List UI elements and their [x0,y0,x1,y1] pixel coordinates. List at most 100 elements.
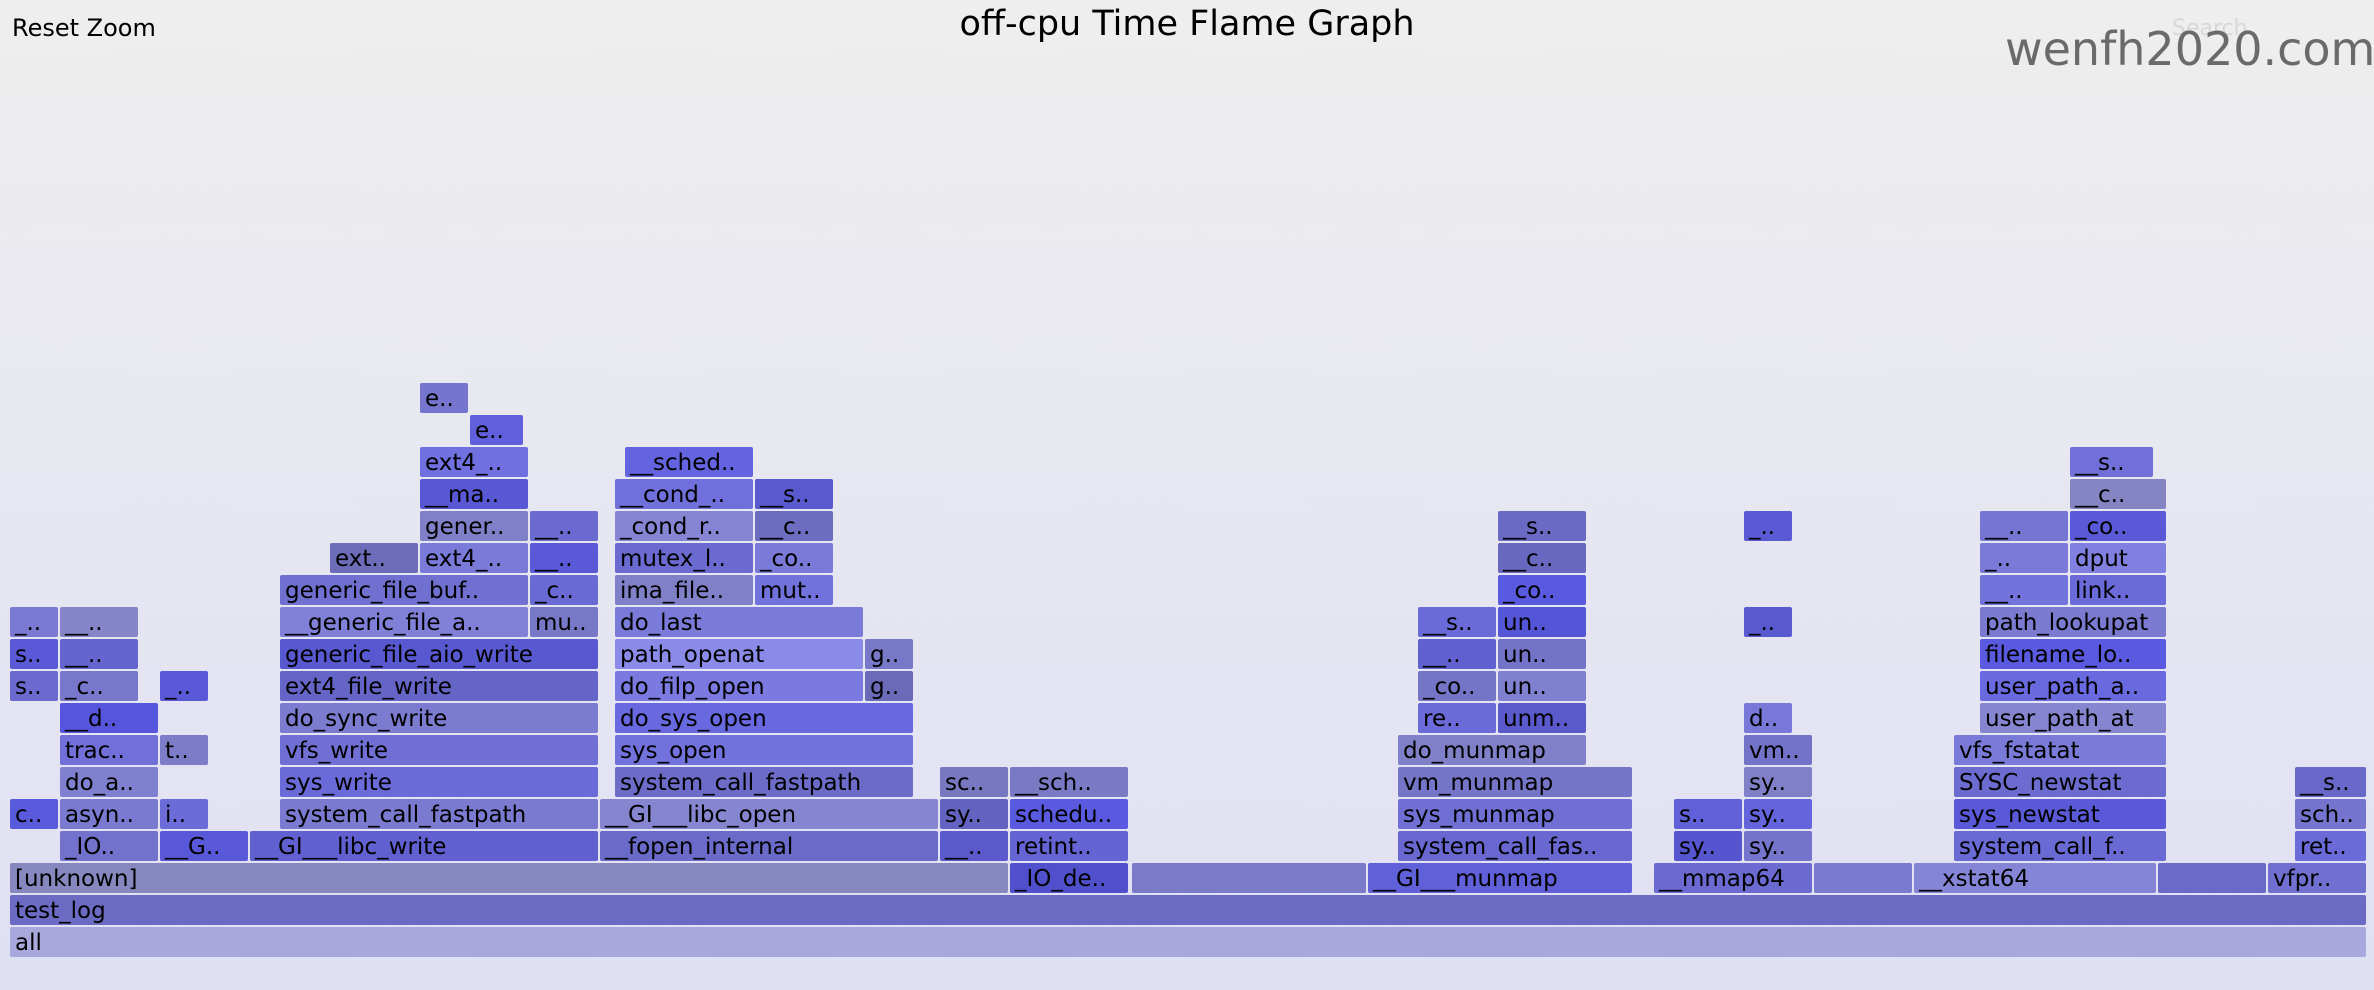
flame-frame[interactable]: do_munmap [1398,735,1586,765]
search-button[interactable]: Search [2172,16,2248,41]
flame-frame[interactable]: un.. [1498,639,1586,669]
flame-frame[interactable]: SYSC_newstat [1954,767,2166,797]
flame-frame[interactable]: __s.. [2295,767,2366,797]
flame-frame[interactable]: vfs_write [280,735,598,765]
flame-frame[interactable]: retint.. [1010,831,1128,861]
flame-frame[interactable]: un.. [1498,607,1586,637]
flame-frame[interactable]: test_log [10,895,2366,925]
flame-frame[interactable]: i.. [160,799,208,829]
flame-frame[interactable]: vfs_fstatat [1954,735,2166,765]
flame-frame[interactable]: __d.. [60,703,158,733]
flame-frame[interactable]: g.. [865,639,913,669]
flame-frame[interactable]: [unknown] [10,863,1008,893]
flame-frame[interactable]: system_call_fastpath [615,767,913,797]
flame-frame[interactable]: __xstat64 [1914,863,2156,893]
flame-frame[interactable]: user_path_a.. [1980,671,2166,701]
flame-frame[interactable]: __.. [1418,639,1496,669]
flame-frame[interactable]: _.. [1744,511,1792,541]
flame-frame[interactable]: __generic_file_a.. [280,607,528,637]
flame-frame[interactable]: vm.. [1744,735,1812,765]
flame-frame[interactable] [2158,863,2266,893]
flame-frame[interactable]: asyn.. [60,799,158,829]
flame-frame[interactable]: sy.. [1744,799,1812,829]
flame-frame[interactable]: _c.. [530,575,598,605]
flame-frame[interactable]: __.. [530,511,598,541]
flame-frame[interactable]: sy.. [1744,831,1812,861]
flame-frame[interactable]: do_sys_open [615,703,913,733]
flame-frame[interactable]: filename_lo.. [1980,639,2166,669]
flame-frame[interactable]: ima_file.. [615,575,753,605]
flame-frame[interactable]: __GI___munmap [1368,863,1632,893]
flame-frame[interactable]: link.. [2070,575,2166,605]
flame-frame[interactable]: system_call_fas.. [1398,831,1632,861]
flame-frame[interactable]: ext4_.. [420,447,528,477]
flame-frame[interactable]: __s.. [1418,607,1496,637]
flame-frame[interactable]: d.. [1744,703,1792,733]
flame-frame[interactable]: sc.. [940,767,1008,797]
flame-frame[interactable]: unm.. [1498,703,1586,733]
flame-frame[interactable]: _co.. [755,543,833,573]
flame-frame[interactable]: __cond_.. [615,479,753,509]
flame-frame[interactable]: ret.. [2295,831,2366,861]
flame-frame[interactable]: ext4_.. [420,543,528,573]
flame-frame[interactable]: __c.. [2070,479,2166,509]
reset-zoom-button[interactable]: Reset Zoom [12,14,156,42]
flame-frame[interactable]: _.. [160,671,208,701]
flame-frame[interactable]: __GI___libc_open [600,799,938,829]
flame-frame[interactable]: __c.. [1498,543,1586,573]
flame-frame[interactable]: __c.. [755,511,833,541]
flame-frame[interactable]: g.. [865,671,913,701]
flame-frame[interactable]: sys_write [280,767,598,797]
flame-frame[interactable]: sy.. [1674,831,1742,861]
flame-frame[interactable]: gener.. [420,511,528,541]
flame-frame[interactable]: _.. [10,607,58,637]
flame-frame[interactable]: do_last [615,607,863,637]
flame-frame[interactable]: do_sync_write [280,703,598,733]
flame-frame[interactable]: __.. [530,543,598,573]
flame-frame[interactable]: generic_file_buf.. [280,575,528,605]
flame-frame[interactable]: vm_munmap [1398,767,1632,797]
flame-frame[interactable]: generic_file_aio_write [280,639,598,669]
flame-frame[interactable]: __mmap64 [1654,863,1812,893]
flame-frame[interactable]: sy.. [1744,767,1812,797]
flame-frame[interactable]: _co.. [1498,575,1586,605]
flame-frame[interactable]: __fopen_internal [600,831,938,861]
flame-frame[interactable]: sys_open [615,735,913,765]
flame-frame[interactable]: user_path_at [1980,703,2166,733]
flame-frame[interactable]: _co.. [1418,671,1496,701]
flame-frame[interactable]: __s.. [755,479,833,509]
flame-frame[interactable]: schedu.. [1010,799,1128,829]
flame-frame[interactable]: _.. [1744,607,1792,637]
flame-frame[interactable]: c.. [10,799,58,829]
flame-frame[interactable]: system_call_fastpath [280,799,598,829]
flame-frame[interactable]: path_openat [615,639,863,669]
flame-frame[interactable]: __s.. [1498,511,1586,541]
flame-frame[interactable] [1814,863,1912,893]
flame-frame[interactable]: dput [2070,543,2166,573]
flame-frame[interactable] [1132,863,1366,893]
flame-frame[interactable]: s.. [10,639,58,669]
flame-frame[interactable]: trac.. [60,735,158,765]
flame-frame[interactable]: s.. [10,671,58,701]
flame-frame[interactable]: __.. [940,831,1008,861]
flame-frame[interactable]: __sch.. [1010,767,1128,797]
flame-frame[interactable]: system_call_f.. [1954,831,2166,861]
flame-frame[interactable]: vfpr.. [2268,863,2366,893]
flame-frame[interactable]: mutex_l.. [615,543,753,573]
flame-frame[interactable]: mut.. [755,575,833,605]
flame-frame[interactable]: _co.. [2070,511,2166,541]
flame-frame[interactable]: sys_munmap [1398,799,1632,829]
flame-frame[interactable]: __GI___libc_write [250,831,598,861]
flame-frame[interactable]: t.. [160,735,208,765]
flame-frame[interactable]: sys_newstat [1954,799,2166,829]
flame-frame[interactable]: do_a.. [60,767,158,797]
flame-frame[interactable]: path_lookupat [1980,607,2166,637]
flame-frame[interactable]: e.. [470,415,523,445]
flame-frame[interactable]: _cond_r.. [615,511,753,541]
flame-frame[interactable]: __.. [1980,575,2068,605]
flame-frame[interactable]: _IO_de.. [1010,863,1128,893]
flame-frame[interactable]: ext4_file_write [280,671,598,701]
flame-frame[interactable]: un.. [1498,671,1586,701]
flame-frame[interactable]: __sched.. [625,447,753,477]
flame-frame[interactable]: __.. [60,607,138,637]
